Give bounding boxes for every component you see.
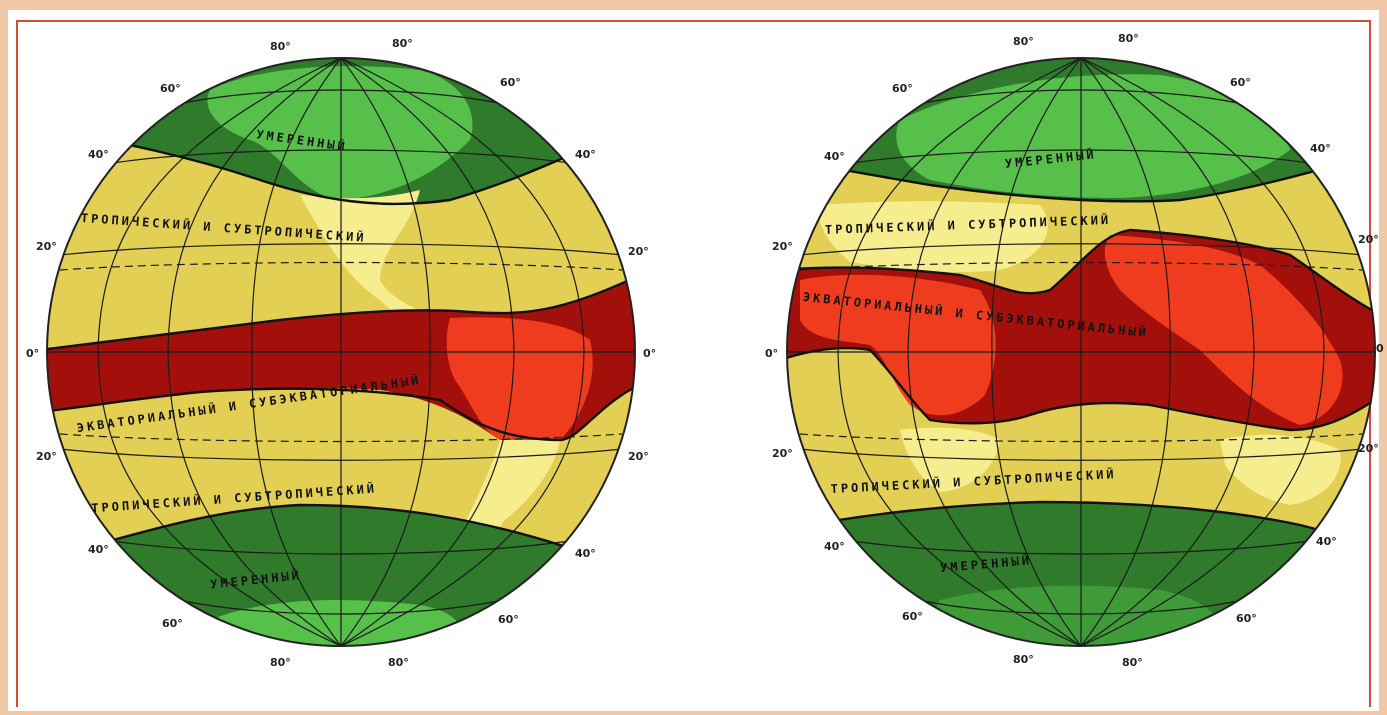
east-lat-label: 60° xyxy=(892,82,913,95)
west-south-america-land xyxy=(455,440,560,549)
east-lat-label: 80° xyxy=(1118,32,1139,45)
west-south-america-equatorial-land xyxy=(446,317,593,440)
east-eurasia-north-land xyxy=(896,74,1290,198)
east-lat-label: 40° xyxy=(824,150,845,163)
west-lat-label: 0° xyxy=(26,347,39,360)
west-lat-label: 20° xyxy=(628,450,649,463)
east-africa-equatorial-land xyxy=(800,274,996,416)
west-globe-outline xyxy=(46,57,636,647)
west-lat-label: 60° xyxy=(500,76,521,89)
east-north-africa-land xyxy=(819,201,1048,273)
west-lat-label: 20° xyxy=(36,450,57,463)
watermark-smudge xyxy=(560,605,900,695)
east-lat-label: 20° xyxy=(1358,442,1379,455)
west-lat-label: 60° xyxy=(498,613,519,626)
west-lat-label: 40° xyxy=(575,148,596,161)
east-lat-label: 80° xyxy=(1013,35,1034,48)
west-lat-label: 20° xyxy=(628,245,649,258)
east-globe-outline xyxy=(786,57,1376,647)
west-lat-label: 40° xyxy=(88,543,109,556)
west-lat-label: 40° xyxy=(88,148,109,161)
west-lat-label: 0° xyxy=(643,347,656,360)
west-lat-label: 80° xyxy=(388,656,409,669)
west-lat-label: 20° xyxy=(36,240,57,253)
east-lat-label: 20° xyxy=(1358,233,1379,246)
east-lat-label: 0 xyxy=(1376,342,1384,355)
west-lat-label: 60° xyxy=(160,82,181,95)
west-lat-label: 80° xyxy=(270,656,291,669)
east-lat-label: 60° xyxy=(1230,76,1251,89)
east-lat-label: 40° xyxy=(1316,535,1337,548)
east-asia-equatorial-land xyxy=(1104,235,1343,425)
east-lat-label: 40° xyxy=(824,540,845,553)
east-lat-label: 0° xyxy=(765,347,778,360)
east-antarctica-land xyxy=(934,585,1226,646)
east-australia-land xyxy=(1220,434,1341,505)
west-north-america-land xyxy=(300,190,440,324)
east-lat-label: 40° xyxy=(1310,142,1331,155)
eastern-hemisphere-globe: УМЕРЕННЫЙ ТРОПИЧЕСКИЙ И СУБТРОПИЧЕСКИЙ Э… xyxy=(765,32,1384,669)
east-lat-label: 20° xyxy=(772,447,793,460)
east-lat-label: 20° xyxy=(772,240,793,253)
east-lat-label: 60° xyxy=(1236,612,1257,625)
west-lat-label: 40° xyxy=(575,547,596,560)
west-lat-label: 80° xyxy=(270,40,291,53)
west-lat-label: 80° xyxy=(392,37,413,50)
western-hemisphere-globe: УМЕРЕННЫЙ ТРОПИЧЕСКИЙ И СУБТРОПИЧЕСКИЙ Э… xyxy=(26,37,656,669)
west-graticule xyxy=(47,58,635,646)
east-lat-label: 80° xyxy=(1122,656,1143,669)
east-south-africa-land xyxy=(900,427,1000,492)
east-graticule xyxy=(787,58,1375,646)
west-north-temperate-land xyxy=(207,66,473,200)
east-lat-label: 80° xyxy=(1013,653,1034,666)
west-lat-label: 60° xyxy=(162,617,183,630)
east-lat-label: 60° xyxy=(902,610,923,623)
